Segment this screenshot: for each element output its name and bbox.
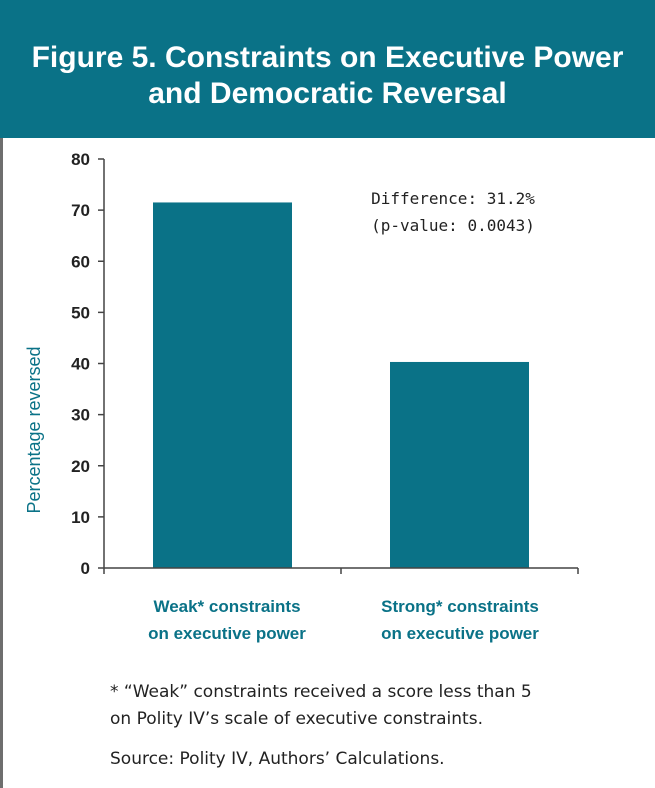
y-tick-label: 20	[71, 457, 90, 476]
bar-strong-constraints	[390, 361, 529, 568]
annotation-pvalue: (p-value: 0.0043)	[371, 216, 535, 235]
figure-title-line2: and Democratic Reversal	[148, 77, 507, 110]
category-label-strong-line2: on executive power	[381, 624, 539, 643]
figure-title-line1: Figure 5. Constraints on Executive Power	[31, 41, 624, 74]
source-note: Source: Polity IV, Authors’ Calculations…	[110, 749, 445, 769]
y-tick-label: 70	[71, 201, 90, 220]
y-tick-label: 40	[71, 355, 90, 374]
y-tick-label: 80	[71, 150, 90, 169]
category-label-strong-line1: Strong* constraints	[381, 597, 539, 616]
y-tick-label: 60	[71, 252, 90, 271]
category-label-weak-line2: on executive power	[148, 624, 306, 643]
bar-weak-constraints	[153, 202, 292, 569]
y-tick-label: 30	[71, 406, 90, 425]
y-tick-label: 10	[71, 508, 90, 527]
category-label-weak: Weak* constraints on executive power	[117, 593, 337, 647]
left-border-rule	[0, 138, 3, 788]
annotation-difference: Difference: 31.2%	[371, 189, 535, 208]
footnote-line2: on Polity IV’s scale of executive constr…	[110, 709, 483, 729]
category-label-strong: Strong* constraints on executive power	[350, 593, 570, 647]
x-axis-ticks	[103, 568, 579, 574]
figure-header: Figure 5. Constraints on Executive Power…	[0, 0, 655, 138]
bars-group	[153, 202, 529, 569]
y-tick-label: 0	[81, 559, 90, 578]
footnote-line1: * “Weak” constraints received a score le…	[110, 682, 532, 702]
footnote: * “Weak” constraints received a score le…	[110, 679, 650, 733]
y-tick-label: 50	[71, 303, 90, 322]
category-label-weak-line1: Weak* constraints	[153, 597, 301, 616]
y-axis-ticks: 0 10 20 30 40 50 60 70 80	[71, 150, 104, 578]
y-axis-label: Percentage reversed	[24, 346, 44, 513]
bar-chart: 0 10 20 30 40 50 60 70 80 Percentage reversed Di…	[24, 150, 579, 578]
